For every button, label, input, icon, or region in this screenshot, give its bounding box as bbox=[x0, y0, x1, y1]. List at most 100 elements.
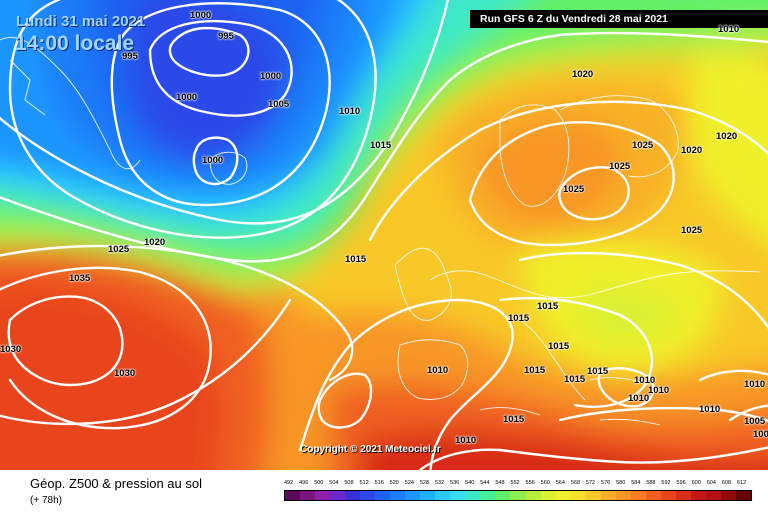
legend-scale-label: 500 bbox=[314, 480, 324, 486]
legend-scale-label: 608 bbox=[721, 480, 731, 486]
legend-scale-label: 612 bbox=[736, 480, 747, 486]
copyright-notice: Copyright © 2021 Meteociel.fr bbox=[300, 444, 441, 455]
legend-scale-label: 556 bbox=[525, 480, 535, 486]
legend-color-cell bbox=[540, 491, 556, 500]
isobar-label: 1015 bbox=[524, 365, 546, 376]
legend-scale-label: 548 bbox=[495, 480, 505, 486]
legend-scale-labels: 492 496 500 504 508 512 516 520 524 528 532 536 540 5… bbox=[282, 480, 752, 488]
isobar-label: 995 bbox=[218, 31, 234, 42]
isobar-label: 1025 bbox=[563, 184, 585, 195]
footer-title: Géop. Z500 & pression au sol bbox=[30, 476, 202, 491]
legend-scale-label: 512 bbox=[359, 480, 369, 486]
isobar-label: 1010 bbox=[634, 375, 656, 386]
legend-color-cell bbox=[615, 491, 631, 500]
isobar-label: 1015 bbox=[370, 140, 392, 151]
legend-scale-label: 544 bbox=[480, 480, 490, 486]
legend-scale-label: 592 bbox=[661, 480, 671, 486]
isobar-label: 1020 bbox=[572, 69, 594, 80]
legend-color-cell bbox=[300, 491, 316, 500]
legend-color-cell bbox=[645, 491, 661, 500]
isobar-label: 1010 bbox=[744, 379, 766, 390]
isobar-label: 1020 bbox=[716, 131, 738, 142]
isobar-label: 1015 bbox=[548, 341, 570, 352]
legend-color-cell bbox=[690, 491, 706, 500]
legend-scale-label: 568 bbox=[570, 480, 581, 486]
legend-scale-label: 524 bbox=[404, 480, 414, 486]
isobar-label: 1035 bbox=[69, 273, 91, 284]
run-info-banner: Run GFS 6 Z du Vendredi 28 mai 2021 bbox=[470, 10, 768, 28]
legend-scale-label: 516 bbox=[374, 480, 384, 486]
forecast-date: Lundi 31 mai 2021 bbox=[16, 13, 146, 30]
isobar-label: 1015 bbox=[503, 414, 525, 425]
isobar-label: 1005 bbox=[268, 99, 290, 110]
legend-color-cell bbox=[480, 491, 496, 500]
legend-scale-label: 560 bbox=[540, 480, 550, 486]
legend-color-cell bbox=[630, 491, 646, 500]
legend-color-cell bbox=[360, 491, 376, 500]
legend-color-cell bbox=[720, 491, 736, 500]
isobar-label: 1010 bbox=[699, 404, 721, 415]
legend-color-cell bbox=[450, 491, 466, 500]
legend-scale-label: 536 bbox=[450, 480, 460, 486]
isobar-label: 1025 bbox=[681, 225, 703, 236]
isobar-label: 1025 bbox=[632, 140, 654, 151]
legend-color-cell bbox=[465, 491, 481, 500]
legend-color-cell bbox=[285, 491, 301, 500]
forecast-time: 14:00 locale bbox=[15, 32, 135, 55]
isobar-label: 1010 bbox=[718, 24, 740, 35]
footer-lead-time: (+ 78h) bbox=[30, 495, 62, 506]
isobar-label: 1015 bbox=[587, 366, 609, 377]
legend-color-cell bbox=[345, 491, 361, 500]
isobar-label: 1005 bbox=[753, 429, 768, 440]
legend-scale-label: 572 bbox=[585, 480, 596, 486]
isobar-label: 1010 bbox=[628, 393, 650, 404]
legend-color-cell bbox=[375, 491, 391, 500]
legend-scale-label: 576 bbox=[601, 480, 611, 486]
legend-color-cell bbox=[600, 491, 616, 500]
isobar-label: 1015 bbox=[537, 301, 559, 312]
isobar-label: 1015 bbox=[508, 313, 530, 324]
isobar-label: 1020 bbox=[681, 145, 703, 156]
isobar-label: 1015 bbox=[564, 374, 586, 385]
legend-scale-label: 596 bbox=[676, 480, 686, 486]
isobar-label: 1000 bbox=[260, 71, 282, 82]
legend-scale-label: 588 bbox=[646, 480, 656, 486]
legend-scale-label: 508 bbox=[344, 480, 354, 486]
legend-color-cell bbox=[435, 491, 451, 500]
legend-scale-label: 580 bbox=[616, 480, 626, 486]
legend-scale-label: 496 bbox=[299, 480, 309, 486]
isobar-label: 1010 bbox=[427, 365, 449, 376]
isobar-label: 1030 bbox=[0, 344, 22, 355]
isobar-label: 1030 bbox=[114, 368, 136, 379]
legend-color-cell bbox=[405, 491, 421, 500]
legend-color-cell bbox=[675, 491, 691, 500]
legend-scale-label: 564 bbox=[555, 480, 565, 486]
legend-scale-label: 504 bbox=[329, 480, 339, 486]
isobar-label: 1005 bbox=[744, 416, 766, 427]
isobar-label: 1025 bbox=[108, 244, 130, 255]
legend-color-cell bbox=[525, 491, 541, 500]
legend-scale-label: 604 bbox=[706, 480, 716, 486]
legend-color-cell bbox=[705, 491, 721, 500]
isobar-label: 1000 bbox=[190, 10, 212, 21]
isobar-label: 1020 bbox=[144, 237, 166, 248]
legend-color-cell bbox=[315, 491, 331, 500]
isobar-label: 1025 bbox=[609, 161, 631, 172]
legend-color-cell bbox=[570, 491, 586, 500]
geopotential-map bbox=[0, 0, 768, 470]
legend-color-cell bbox=[555, 491, 571, 500]
legend-scale-label: 528 bbox=[419, 480, 430, 486]
legend-scale-label: 520 bbox=[389, 480, 399, 486]
legend-color-cell bbox=[420, 491, 436, 500]
legend-color-bar bbox=[284, 490, 752, 501]
legend-color-cell bbox=[510, 491, 526, 500]
isobar-label: 1010 bbox=[455, 435, 477, 446]
isobar-label: 1000 bbox=[176, 92, 198, 103]
legend-scale-label: 552 bbox=[510, 480, 520, 486]
isobar-label: 995 bbox=[122, 51, 138, 62]
legend-scale-label: 600 bbox=[691, 480, 701, 486]
legend-scale-label: 532 bbox=[434, 480, 445, 486]
legend-color-cell bbox=[330, 491, 346, 500]
isobar-label: 1000 bbox=[202, 155, 224, 166]
